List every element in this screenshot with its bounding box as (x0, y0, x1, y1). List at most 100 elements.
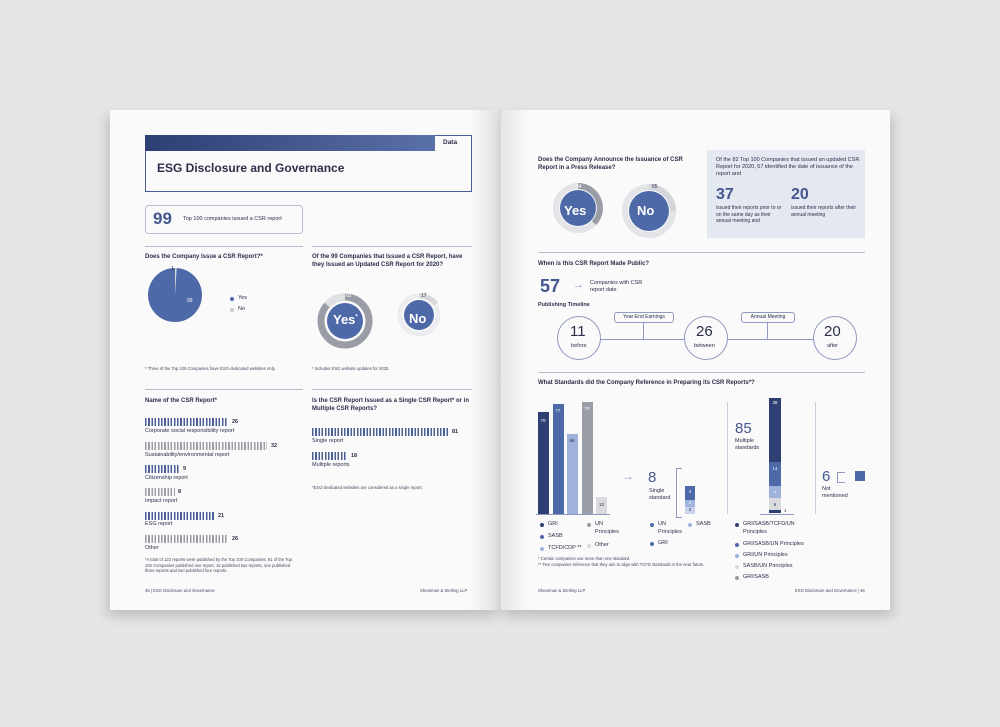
single-label: Single standard (649, 488, 671, 501)
multi-bar-4 (769, 498, 781, 510)
multiple-divider (727, 402, 728, 514)
bar-label: Impact report (145, 498, 178, 504)
bar-value: 26 (232, 419, 239, 425)
pie-label-yes: 99 (187, 298, 193, 304)
multiple-number: 85 (735, 420, 752, 437)
press-no-value: 65 (652, 184, 658, 190)
bar-other (596, 497, 607, 514)
footer-right: ESG Disclosure and Governance | 46 (795, 588, 865, 593)
pill-year-end-earnings: Year-End Earnings (614, 312, 674, 323)
bar-multiple (312, 452, 347, 460)
bar-tcfd-value: 56 (569, 438, 575, 443)
between-label: between (694, 343, 715, 349)
footer-left: Shearman & Sterling LLP (538, 588, 586, 593)
legend-m3: GRI/UN Principles (743, 552, 788, 558)
donut-no-label: No (409, 311, 427, 326)
single-bracket (676, 468, 682, 518)
page-title: ESG Disclosure and Governance (157, 161, 345, 175)
legend-m4: SASB/UN Principles (743, 563, 793, 569)
bar-sasb (553, 404, 564, 514)
bar-tcfd (567, 434, 578, 514)
bar-sasb-value: 77 (555, 408, 561, 413)
donut-yes-sup: * (355, 314, 358, 321)
legend-no: No (238, 306, 246, 312)
single-bar-un-value: 4 (688, 489, 692, 494)
legend-dot-m2 (735, 543, 739, 547)
divider (312, 389, 472, 390)
single-bar-sasb (685, 500, 695, 507)
bar-un-principles (582, 402, 593, 514)
q2-footnote: * Includes ESG website updates for 2020. (312, 366, 390, 371)
bar-sustainability (145, 442, 267, 450)
legend-dot-m5 (735, 576, 739, 580)
legend-dot-sasb (540, 535, 544, 539)
q4-title: Is the CSR Report Issued as a Single CSR… (312, 398, 470, 412)
chart-baseline (536, 514, 610, 515)
bar-label: Single report (312, 438, 344, 444)
legend-dot-gri (540, 523, 544, 527)
timeline-tick (767, 322, 768, 339)
donut-no-value: 17 (421, 293, 427, 299)
bar-label: Sustainability/environmental report (145, 452, 230, 458)
header-band (145, 135, 435, 151)
none-number: 6 (822, 468, 831, 485)
arrow-icon: → (573, 279, 584, 291)
summary-number-1: 37 (716, 186, 734, 203)
single-bar-un (685, 486, 695, 500)
legend-dot-single-sasb (688, 523, 692, 527)
footer-right: Shearman & Sterling LLP (420, 588, 468, 593)
timeline-title: Publishing Timeline (538, 302, 590, 308)
multi-bar-3 (769, 486, 781, 498)
multi-bar-2 (769, 462, 781, 486)
q4-footnote: *ESG-dedicated websites are considered a… (312, 485, 423, 490)
bar-label: Other (145, 545, 159, 551)
multi-bar-1 (769, 398, 781, 462)
legend-dot-other (587, 544, 591, 548)
q2-title: Of the 99 Companies that Issued a CSR Re… (312, 254, 463, 268)
when-number: 57 (540, 276, 561, 296)
standards-title: What Standards did the Company Reference… (538, 380, 755, 386)
bar-label: Corporate social responsibility report (145, 428, 235, 434)
timeline-circle-after (813, 316, 857, 360)
bar-value: 9 (183, 466, 187, 472)
bar-value: 8 (178, 489, 182, 495)
donut-yes-value: 82 (346, 293, 352, 299)
single-bar-gri-value: 2 (688, 507, 692, 512)
divider (145, 246, 303, 247)
bar-single (312, 428, 448, 436)
legend-dot-yes (230, 297, 234, 301)
none-divider (815, 402, 816, 514)
summary-text-1: issued their reports prior to or on the … (716, 205, 782, 224)
legend-dot-single-gri (650, 542, 654, 546)
when-text: Companies with CSR report date (590, 280, 643, 293)
multi-bar-2-value: 14 (772, 466, 778, 471)
none-marker (855, 471, 865, 481)
multi-bar-3-value: 7 (773, 490, 777, 495)
legend-dot-m3 (735, 554, 739, 558)
bar-corporate (145, 418, 228, 426)
legend-un: UN Principles (595, 521, 619, 535)
legend-single-un: UN Principles (658, 521, 682, 535)
pie-chart-csr (148, 267, 202, 322)
before-label: before (571, 343, 587, 349)
q3-footnote: *A total of 122 reports were published b… (145, 557, 292, 573)
bar-value: 18 (351, 453, 358, 459)
legend-dot-tcfd (540, 547, 544, 551)
bar-citizenship (145, 465, 179, 473)
legend-m2: GRI/SASB/UN Principles (743, 541, 804, 547)
press-yes-label: Yes (564, 203, 587, 218)
legend-other: Other (595, 542, 609, 548)
divider (312, 246, 472, 247)
when-title: When is this CSR Report Made Public? (538, 261, 650, 267)
legend-m1: GRI/SASB/TCFD/UN Principles (743, 521, 795, 535)
left-page (110, 110, 500, 610)
multi-bar-4-value: 6 (773, 502, 777, 507)
divider (538, 252, 865, 253)
divider (538, 372, 865, 373)
legend-dot-m4 (735, 565, 739, 569)
timeline-tick (643, 322, 644, 339)
bar-other (145, 535, 228, 543)
summary-text: Of the 82 Top 100 Companies that issued … (716, 157, 860, 177)
legend-single-gri: GRI (658, 540, 668, 546)
after-number: 20 (824, 323, 841, 340)
